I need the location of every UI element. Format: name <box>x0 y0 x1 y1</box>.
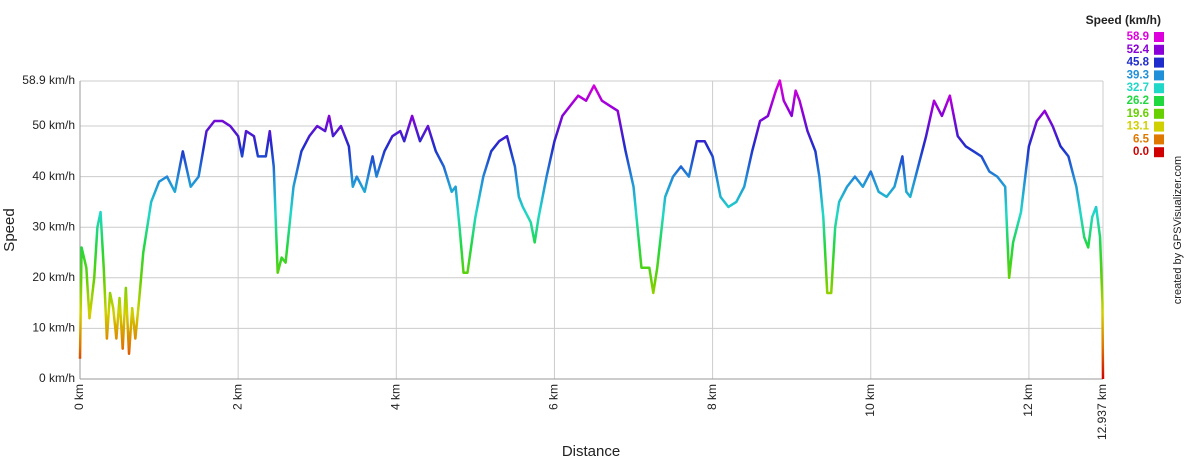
legend-label: 58.9 <box>1127 31 1149 43</box>
y-tick-label: 50 km/h <box>32 118 75 132</box>
x-tick-label: 4 km <box>388 384 402 410</box>
x-tick-label: 12.937 km <box>1095 384 1109 440</box>
legend-label: 6.5 <box>1133 133 1150 145</box>
x-tick-label: 0 km <box>72 384 86 410</box>
legend-label: 52.4 <box>1127 44 1150 56</box>
legend-label: 32.7 <box>1127 82 1149 94</box>
legend-label: 13.1 <box>1127 121 1150 133</box>
legend-swatch <box>1154 83 1164 94</box>
legend-swatch <box>1154 44 1164 55</box>
y-tick-label: 58.9 km/h <box>22 73 75 87</box>
y-tick-label: 30 km/h <box>32 219 75 233</box>
legend-label: 0.0 <box>1133 146 1149 158</box>
x-tick-label: 12 km <box>1021 384 1035 417</box>
legend-swatch <box>1154 121 1164 132</box>
legend-swatch <box>1154 96 1164 106</box>
credit: created by GPSVisualizer.com <box>1172 156 1184 304</box>
legend-swatch <box>1154 57 1164 68</box>
legend-label: 39.3 <box>1127 69 1149 81</box>
legend-swatch <box>1154 32 1164 42</box>
y-tick-label: 20 km/h <box>32 270 75 284</box>
legend-swatch <box>1154 134 1164 145</box>
x-tick-label: 6 km <box>547 384 561 410</box>
legend-label: 26.2 <box>1127 95 1149 107</box>
legend-swatch <box>1154 108 1164 119</box>
legend-label: 45.8 <box>1127 57 1150 69</box>
legend-title: Speed (km/h) <box>1086 13 1161 27</box>
speed-line <box>78 79 1105 380</box>
x-tick-label: 8 km <box>705 384 719 410</box>
y-tick-label: 0 km/h <box>39 371 75 385</box>
legend-swatch <box>1154 70 1164 81</box>
y-tick-label: 40 km/h <box>32 169 75 183</box>
x-tick-label: 10 km <box>863 384 877 417</box>
legend-label: 19.6 <box>1127 108 1149 120</box>
x-tick-label: 2 km <box>230 384 244 410</box>
y-axis-title: Speed <box>1 208 18 251</box>
x-axis-title: Distance <box>562 443 620 460</box>
y-tick-label: 10 km/h <box>32 321 75 335</box>
legend-swatch <box>1154 147 1164 158</box>
